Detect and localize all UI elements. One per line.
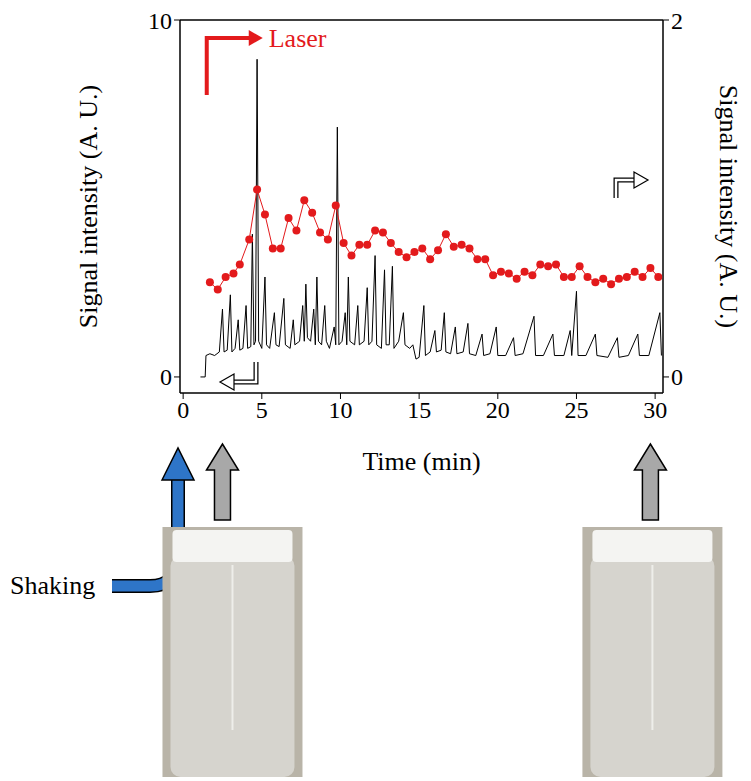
- svg-text:Shaking: Shaking: [10, 571, 95, 600]
- svg-text:10: 10: [148, 8, 172, 34]
- svg-text:Signal intensity (A. U.): Signal intensity (A. U.): [714, 85, 743, 328]
- svg-text:25: 25: [564, 397, 588, 423]
- svg-text:Signal intensity (A. U.): Signal intensity (A. U.): [74, 85, 103, 328]
- svg-text:10: 10: [328, 397, 352, 423]
- svg-text:Time (min): Time (min): [362, 447, 480, 476]
- svg-text:0: 0: [160, 364, 172, 390]
- svg-text:30: 30: [643, 397, 667, 423]
- svg-text:5: 5: [256, 397, 268, 423]
- svg-text:15: 15: [407, 397, 431, 423]
- svg-text:0: 0: [177, 397, 189, 423]
- svg-text:2: 2: [671, 8, 683, 34]
- svg-text:Laser: Laser: [269, 24, 327, 53]
- svg-text:20: 20: [486, 397, 510, 423]
- svg-text:0: 0: [671, 364, 683, 390]
